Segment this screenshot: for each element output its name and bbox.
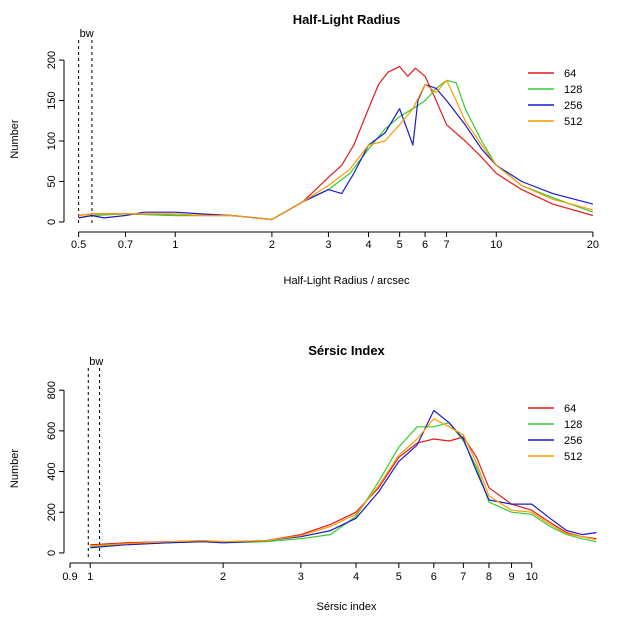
x-tick-label: 9 (508, 571, 514, 583)
chart-panel-2: Sérsic Index 0.9 1 2 3 4 5 6 7 8 9 10 0 200 400 600 800 S… (9, 343, 597, 613)
x-tick-label: 6 (422, 239, 428, 251)
y-axis-label: Number (9, 119, 21, 158)
x-tick-label: 7 (460, 571, 466, 583)
x-tick-label: 0.5 (71, 239, 86, 251)
x-tick-label: 10 (526, 571, 538, 583)
y-tick-label: 0 (46, 550, 58, 556)
x-tick-label: 1 (172, 239, 178, 251)
y-tick-label: 800 (46, 381, 58, 399)
x-tick-label: 5 (396, 571, 402, 583)
bw-annotation: bw (89, 356, 103, 368)
y-tick-label: 150 (46, 91, 58, 109)
x-tick-label: 6 (431, 571, 437, 583)
bw-annotation: bw (80, 28, 94, 40)
legend-label-256: 256 (564, 435, 582, 447)
y-tick-label: 50 (46, 175, 58, 187)
series-line-512 (78, 79, 594, 221)
legend-label-128: 128 (564, 84, 582, 96)
x-tick-label: 2 (269, 239, 275, 251)
x-tick-label: 0.9 (62, 571, 77, 583)
legend-label-512: 512 (564, 451, 582, 463)
legend-label-128: 128 (564, 419, 582, 431)
y-tick-label: 200 (46, 51, 58, 69)
x-tick-label: 1 (87, 571, 93, 583)
legend-label-64: 64 (564, 403, 576, 415)
chart-title: Half-Light Radius (293, 12, 401, 27)
series-line-256 (78, 83, 594, 221)
x-tick-label: 4 (353, 571, 359, 583)
y-tick-label: 200 (46, 503, 58, 521)
x-tick-label: 8 (486, 571, 492, 583)
series-line-64 (78, 65, 594, 221)
chart-title: Sérsic Index (308, 343, 385, 358)
x-axis-label: Half-Light Radius / arcsec (284, 275, 410, 287)
legend-label-64: 64 (564, 68, 576, 80)
y-tick-label: 400 (46, 462, 58, 480)
series-line-512 (90, 418, 597, 547)
y-tick-label: 0 (46, 219, 58, 225)
y-tick-label: 100 (46, 132, 58, 150)
x-tick-label: 7 (443, 239, 449, 251)
x-tick-label: 20 (587, 239, 599, 251)
series-line-256 (90, 409, 597, 549)
x-tick-label: 10 (490, 239, 502, 251)
x-tick-label: 4 (365, 239, 371, 251)
x-axis-label: Sérsic index (317, 601, 377, 613)
x-tick-label: 3 (298, 571, 304, 583)
legend-label-256: 256 (564, 100, 582, 112)
x-tick-label: 0.7 (118, 239, 133, 251)
legend-label-512: 512 (564, 116, 582, 128)
x-tick-label: 2 (220, 571, 226, 583)
series-line-128 (90, 422, 597, 548)
y-axis-label: Number (9, 449, 21, 488)
x-tick-label: 5 (397, 239, 403, 251)
series-line-128 (78, 79, 594, 221)
series-line-64 (90, 436, 597, 546)
y-tick-label: 600 (46, 422, 58, 440)
x-tick-label: 3 (325, 239, 331, 251)
